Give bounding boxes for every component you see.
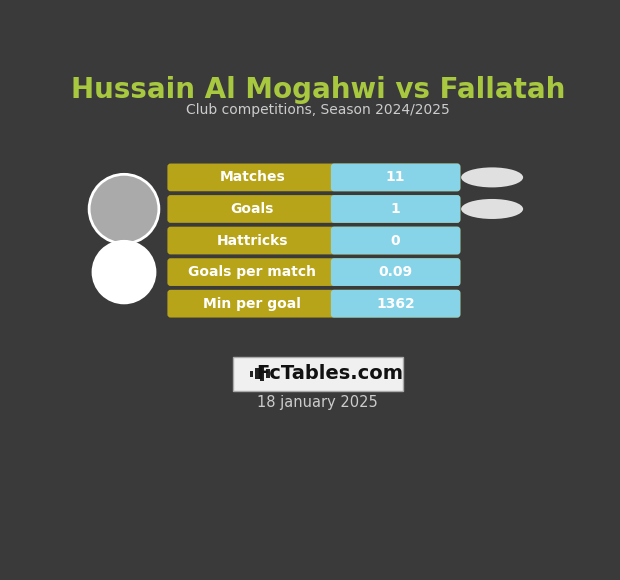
FancyBboxPatch shape [331, 258, 460, 286]
FancyBboxPatch shape [334, 230, 371, 251]
Text: Matches: Matches [219, 171, 285, 184]
Text: 11: 11 [386, 171, 405, 184]
FancyBboxPatch shape [167, 258, 460, 286]
Circle shape [93, 241, 155, 303]
Text: 1: 1 [391, 202, 401, 216]
FancyBboxPatch shape [167, 195, 460, 223]
FancyBboxPatch shape [249, 371, 254, 377]
FancyBboxPatch shape [334, 293, 371, 314]
FancyBboxPatch shape [331, 195, 460, 223]
Circle shape [89, 175, 159, 244]
FancyBboxPatch shape [331, 290, 460, 317]
FancyBboxPatch shape [167, 227, 460, 255]
Text: FcTables.com: FcTables.com [256, 364, 403, 383]
Text: 0.09: 0.09 [379, 265, 413, 279]
Ellipse shape [461, 168, 523, 187]
FancyBboxPatch shape [334, 166, 371, 188]
FancyBboxPatch shape [331, 164, 460, 191]
FancyBboxPatch shape [334, 262, 371, 283]
Text: Hussain Al Mogahwi vs Fallatah: Hussain Al Mogahwi vs Fallatah [71, 77, 565, 104]
Text: Min per goal: Min per goal [203, 297, 301, 311]
Text: Goals per match: Goals per match [188, 265, 316, 279]
FancyBboxPatch shape [266, 369, 270, 378]
Text: Goals: Goals [231, 202, 274, 216]
FancyBboxPatch shape [167, 164, 460, 191]
Text: Hattricks: Hattricks [216, 234, 288, 248]
Text: 18 january 2025: 18 january 2025 [257, 395, 378, 409]
Text: 1362: 1362 [376, 297, 415, 311]
FancyBboxPatch shape [334, 198, 371, 220]
FancyBboxPatch shape [260, 366, 264, 382]
Text: 0: 0 [391, 234, 401, 248]
FancyBboxPatch shape [232, 357, 403, 391]
Ellipse shape [461, 199, 523, 219]
FancyBboxPatch shape [331, 227, 460, 255]
FancyBboxPatch shape [167, 290, 460, 317]
Text: Club competitions, Season 2024/2025: Club competitions, Season 2024/2025 [186, 103, 450, 117]
FancyBboxPatch shape [255, 368, 259, 379]
